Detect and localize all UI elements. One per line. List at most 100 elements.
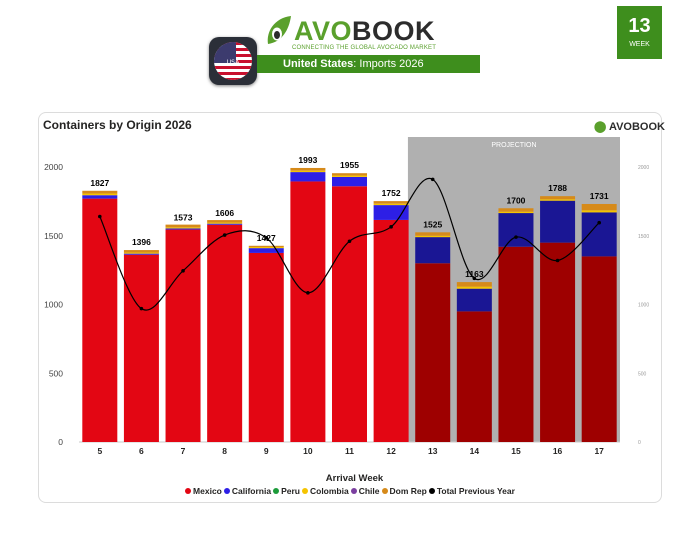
- bar-segment-dom-rep: [165, 224, 201, 228]
- legend-item[interactable]: Colombia: [301, 486, 349, 496]
- bar-segment-dom-rep: [373, 201, 409, 204]
- bar-segment-california: [456, 288, 492, 312]
- bar-segment-mexico: [123, 254, 159, 442]
- bar-segment-mexico: [332, 186, 367, 442]
- x-tick-label: 6: [139, 446, 144, 456]
- legend-item[interactable]: Mexico: [185, 486, 222, 496]
- week-number: 13: [628, 15, 651, 37]
- y2-tick-label: 1000: [638, 303, 649, 309]
- total-label: 1788: [548, 183, 567, 193]
- y2-tick-label: 2000: [638, 165, 649, 171]
- total-label: 1606: [215, 208, 234, 218]
- legend-dot-icon: [381, 488, 388, 494]
- previous-year-point: [306, 291, 310, 295]
- week-indicator: 13 WEEK: [617, 6, 662, 59]
- us-flag-badge: USA: [209, 37, 257, 85]
- bar-segment-mexico: [456, 311, 492, 442]
- country-title-bar: United States: Imports 2026: [257, 55, 480, 73]
- total-label: 1752: [382, 188, 401, 198]
- bar-segment-colombia: [498, 211, 534, 214]
- bar-segment-colombia: [581, 210, 617, 213]
- x-tick-label: 13: [428, 446, 438, 456]
- bar-segment-dom-rep: [207, 220, 243, 223]
- legend-label: Chile: [358, 486, 380, 496]
- bar-segment-colombia: [248, 247, 284, 249]
- bar-segment-colombia: [456, 286, 492, 289]
- bar-segment-california: [82, 195, 118, 199]
- legend-item[interactable]: Chile: [350, 486, 380, 496]
- legend-dot-icon: [350, 488, 357, 494]
- legend-label: Mexico: [193, 486, 222, 496]
- bar-segment-california: [540, 200, 576, 243]
- bar-segment-dom-rep: [248, 245, 284, 248]
- bar-segment-dom-rep: [540, 196, 576, 200]
- x-tick-label: 11: [345, 446, 354, 456]
- legend-label: Colombia: [309, 486, 349, 496]
- x-tick-label: 9: [264, 446, 269, 456]
- legend-label: Total Previous Year: [436, 486, 515, 496]
- previous-year-point: [264, 236, 269, 240]
- legend-dot-icon: [301, 488, 308, 494]
- x-tick-label: 16: [553, 446, 563, 456]
- bar-segment-colombia: [82, 193, 118, 196]
- page-subtitle: : Imports 2026: [353, 58, 424, 70]
- chart-legend: Mexico California Peru Colombia Chile Dom Rep…: [0, 486, 700, 496]
- bar-segment-colombia: [207, 222, 243, 224]
- bar-segment-mexico: [290, 181, 326, 442]
- total-label: 1731: [590, 191, 609, 201]
- bar-segment-mexico: [373, 219, 409, 442]
- bar-segment-mexico: [82, 198, 118, 442]
- total-label: 1163: [465, 269, 484, 279]
- bar-segment-mexico: [248, 252, 284, 442]
- bar-segment-mexico: [207, 224, 243, 442]
- bar-segment-mexico: [415, 263, 451, 442]
- avocado-leaf-icon: [267, 16, 291, 44]
- total-label: 1700: [507, 195, 526, 205]
- logo-tagline: CONNECTING THE GLOBAL AVOCADO MARKET: [292, 45, 437, 51]
- previous-year-point: [347, 239, 352, 244]
- previous-year-point: [472, 276, 477, 281]
- legend-item[interactable]: Total Previous Year: [428, 486, 515, 496]
- week-label: WEEK: [629, 41, 650, 48]
- x-axis-title: Arrival Week: [326, 473, 384, 484]
- bar-segment-dom-rep: [456, 282, 492, 287]
- y-tick-label: 500: [49, 368, 63, 378]
- previous-year-point: [139, 306, 144, 311]
- bar-segment-dom-rep: [290, 167, 326, 171]
- previous-year-point: [430, 177, 435, 182]
- bar-segment-dom-rep: [498, 208, 534, 212]
- x-tick-label: 14: [470, 446, 480, 456]
- x-tick-label: 12: [386, 446, 396, 456]
- x-tick-label: 17: [594, 446, 604, 456]
- y2-tick-label: 500: [638, 371, 647, 377]
- x-tick-label: 7: [181, 446, 186, 456]
- bar-segment-colombia: [332, 175, 367, 177]
- previous-year-point: [98, 214, 102, 219]
- legend-item[interactable]: Peru: [273, 486, 300, 496]
- bar-segment-california: [290, 172, 326, 182]
- y-tick-label: 1000: [44, 300, 63, 310]
- total-label: 1993: [298, 155, 317, 165]
- bar-segment-mexico: [540, 242, 576, 442]
- bar-segment-mexico: [581, 256, 617, 442]
- total-label: 1573: [174, 213, 193, 223]
- bar-segment-california: [415, 237, 451, 264]
- bar-segment-colombia: [540, 199, 576, 201]
- bar-segment-dom-rep: [581, 203, 617, 211]
- previous-year-point: [597, 220, 601, 225]
- bar-segment-california: [332, 176, 367, 187]
- bar-segment-california: [248, 248, 284, 253]
- bar-segment-california: [207, 223, 243, 225]
- country-name: United States: [283, 58, 354, 70]
- y-tick-label: 1500: [44, 231, 63, 241]
- bar-segment-mexico: [498, 246, 534, 442]
- bar-segment-california: [581, 212, 617, 257]
- x-tick-label: 10: [303, 446, 313, 456]
- chart-title: Containers by Origin 2026: [43, 118, 192, 132]
- y-tick-label: 0: [58, 437, 63, 447]
- legend-item[interactable]: Dom Rep: [381, 486, 427, 496]
- legend-item[interactable]: California: [223, 486, 271, 496]
- projection-label: PROJECTION: [491, 142, 536, 149]
- previous-year-point: [222, 233, 227, 237]
